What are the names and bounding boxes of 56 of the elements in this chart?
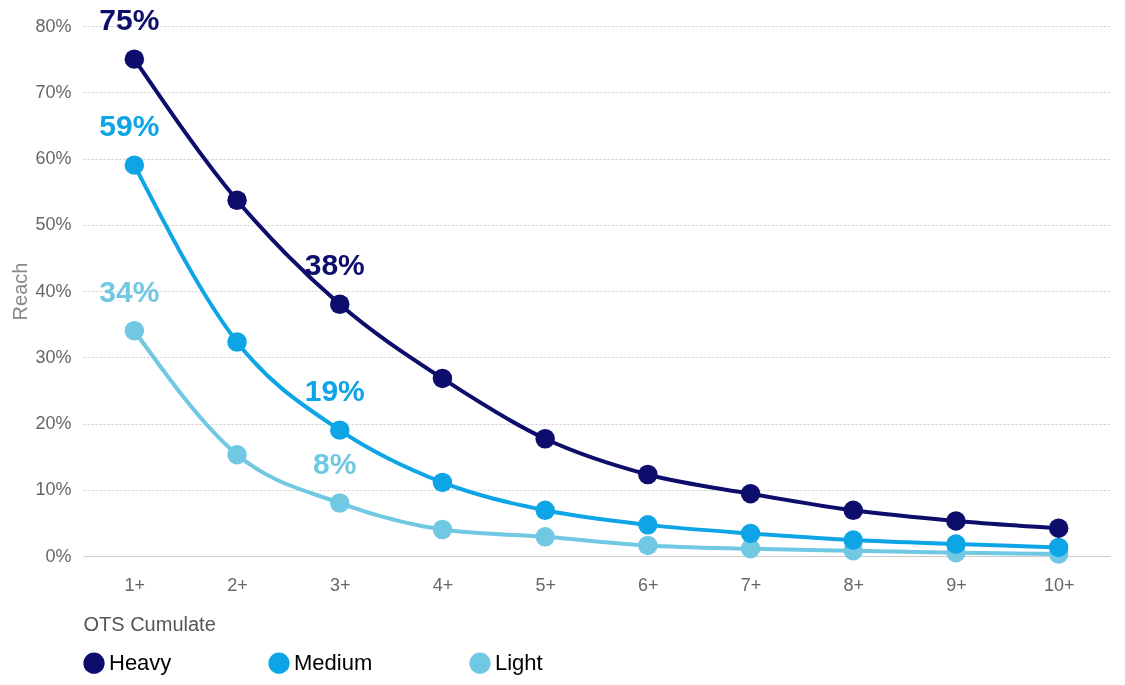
point <box>946 511 966 531</box>
point <box>535 527 555 547</box>
x-tick-label: 8+ <box>843 574 865 595</box>
legend-label: Medium <box>294 650 373 676</box>
y-tick-label: 20% <box>35 413 72 433</box>
x-tick-label: 10+ <box>1043 574 1075 595</box>
point <box>638 515 658 535</box>
point <box>227 444 247 465</box>
y-tick-label: 80% <box>35 15 72 36</box>
data-label: 59% <box>99 109 160 143</box>
x-tick-label: 3+ <box>329 574 351 595</box>
point <box>432 519 453 540</box>
point <box>330 420 350 440</box>
x-tick-label: 6+ <box>638 574 659 595</box>
point <box>227 332 247 352</box>
point <box>946 534 966 554</box>
data-label: 38% <box>304 248 365 282</box>
data-label: 19% <box>304 374 365 408</box>
x-tick-label: 5+ <box>535 574 556 595</box>
data-label: 34% <box>99 274 160 308</box>
point <box>330 493 350 513</box>
y-tick-label: 50% <box>35 214 72 235</box>
y-tick-label: 40% <box>35 280 72 301</box>
y-tick-label: 10% <box>35 479 72 500</box>
y-tick-label: 30% <box>35 346 72 367</box>
point <box>124 49 145 69</box>
point <box>227 190 247 210</box>
point <box>843 500 863 521</box>
y-tick-label: 0% <box>45 545 72 566</box>
data-label: 8% <box>313 447 357 480</box>
y-axis-title: Reach <box>9 262 32 321</box>
point <box>740 523 761 544</box>
legend-label: Heavy <box>109 650 172 676</box>
x-tick-label: 7+ <box>740 574 762 595</box>
data-label: 75% <box>99 3 160 37</box>
x-tick-label: 2+ <box>227 574 248 595</box>
x-axis-title: OTS Cumulate <box>83 612 216 635</box>
point <box>330 294 350 314</box>
x-tick-label: 1+ <box>124 574 146 595</box>
point <box>843 530 863 550</box>
legend-label: Light <box>495 650 543 676</box>
y-tick-label: 70% <box>35 81 72 102</box>
x-tick-label: 4+ <box>432 574 454 595</box>
point <box>432 472 453 493</box>
point <box>638 464 658 485</box>
point <box>124 155 145 175</box>
point <box>124 321 145 341</box>
x-tick-label: 9+ <box>946 574 967 595</box>
point <box>638 535 658 556</box>
point <box>1048 537 1069 558</box>
point <box>432 368 453 389</box>
y-tick-label: 60% <box>35 148 72 168</box>
point <box>740 484 761 504</box>
point <box>535 429 555 449</box>
point <box>1048 518 1069 538</box>
point <box>535 500 555 521</box>
